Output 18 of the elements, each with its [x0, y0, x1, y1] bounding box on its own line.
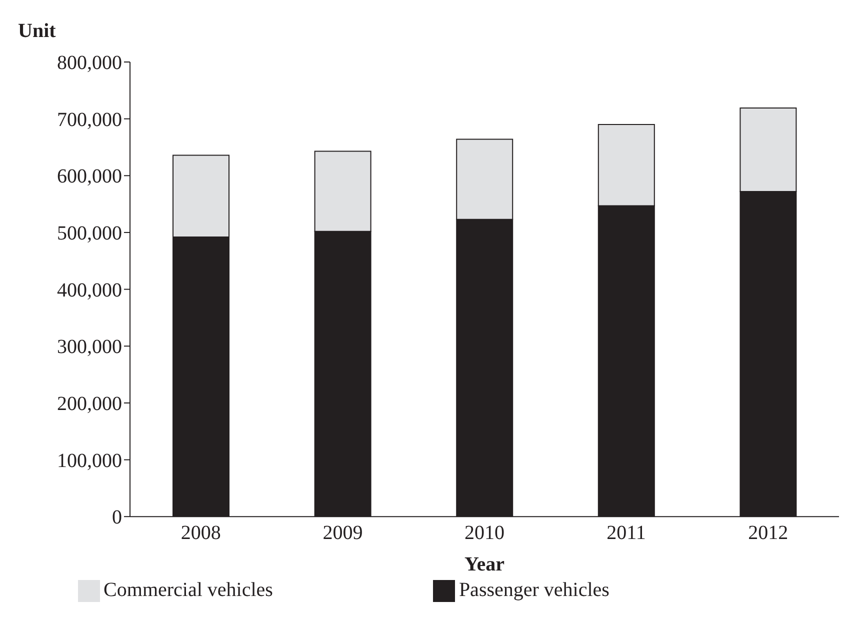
x-tick-label: 2010: [464, 522, 504, 544]
x-tick-label: 2011: [606, 522, 646, 544]
legend-label: Commercial vehicles: [104, 578, 273, 601]
y-tick-label: 800,000: [57, 52, 122, 74]
y-tick-label: 100,000: [57, 450, 122, 472]
x-tick-label: 2012: [748, 522, 788, 544]
y-tick-label: 700,000: [57, 108, 122, 131]
y-tick-label: 600,000: [57, 166, 122, 188]
y-tick-label: 0: [112, 506, 122, 529]
x-tick-label: 2009: [322, 522, 363, 544]
y-tick-label: 400,000: [57, 279, 122, 302]
y-axis-title: Unit: [18, 20, 56, 43]
y-tick-label: 500,000: [57, 222, 122, 245]
legend-label: Passenger vehicles: [458, 578, 610, 601]
y-tick-label: 300,000: [57, 336, 122, 358]
x-tick-label: 2008: [180, 522, 221, 544]
y-tick-label: 200,000: [57, 393, 122, 416]
x-axis-title: Year: [464, 554, 505, 576]
